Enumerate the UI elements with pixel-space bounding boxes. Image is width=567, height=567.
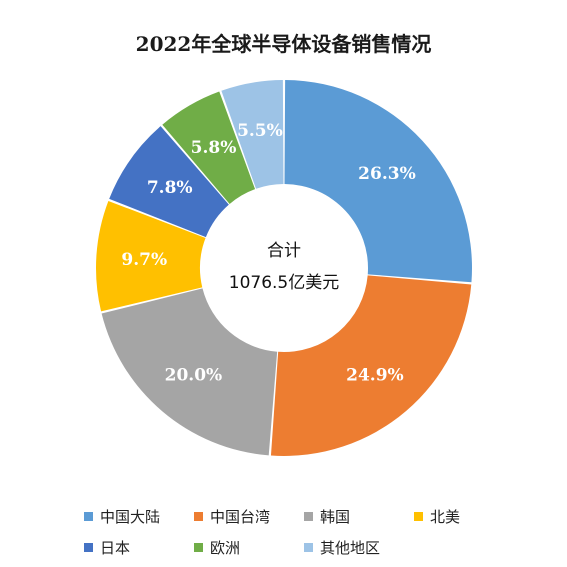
legend-item-5: 欧洲	[194, 537, 304, 558]
legend-item-0: 中国大陆	[84, 506, 194, 527]
legend-label: 韩国	[320, 508, 351, 526]
center-total-value: 1076.5亿美元	[229, 273, 339, 293]
legend-swatch	[304, 543, 313, 552]
legend-swatch	[304, 512, 313, 521]
legend-swatch	[194, 512, 203, 521]
slice-label-2: 20.0%	[165, 366, 223, 386]
slice-label-5: 5.8%	[191, 138, 237, 158]
slice-label-4: 7.8%	[147, 178, 193, 198]
slice-0	[284, 80, 473, 283]
legend-label: 其他地区	[320, 539, 381, 557]
legend-label: 中国台湾	[210, 508, 271, 526]
legend-swatch	[414, 512, 423, 521]
legend-item-1: 中国台湾	[194, 506, 304, 527]
legend-label: 中国大陆	[100, 508, 161, 526]
slice-6	[221, 80, 284, 189]
slice-1	[270, 275, 472, 456]
legend-label: 北美	[430, 508, 461, 526]
chart-legend: 中国大陆 中国台湾 韩国 北美日本 欧洲 其他地区	[84, 501, 524, 563]
legend-label: 日本	[100, 539, 131, 557]
legend-item-4: 日本	[84, 537, 194, 558]
slice-label-1: 24.9%	[346, 365, 404, 385]
slice-5	[162, 91, 256, 204]
legend-row: 日本 欧洲 其他地区	[84, 532, 524, 563]
slice-3	[96, 200, 206, 312]
legend-swatch	[84, 543, 93, 552]
legend-item-6: 其他地区	[304, 537, 414, 558]
center-total-label: 合计	[267, 241, 301, 261]
slice-label-3: 9.7%	[121, 250, 167, 270]
chart-title: 2022年全球半导体设备销售情况	[135, 32, 432, 56]
legend-item-3: 北美	[414, 506, 524, 527]
legend-swatch	[84, 512, 93, 521]
slice-2	[101, 288, 278, 456]
slice-label-6: 5.5%	[237, 121, 283, 141]
legend-row: 中国大陆 中国台湾 韩国 北美	[84, 501, 524, 532]
legend-swatch	[194, 543, 203, 552]
slice-4	[109, 126, 229, 238]
legend-item-2: 韩国	[304, 506, 414, 527]
slice-label-0: 26.3%	[358, 164, 416, 184]
legend-label: 欧洲	[210, 539, 241, 557]
